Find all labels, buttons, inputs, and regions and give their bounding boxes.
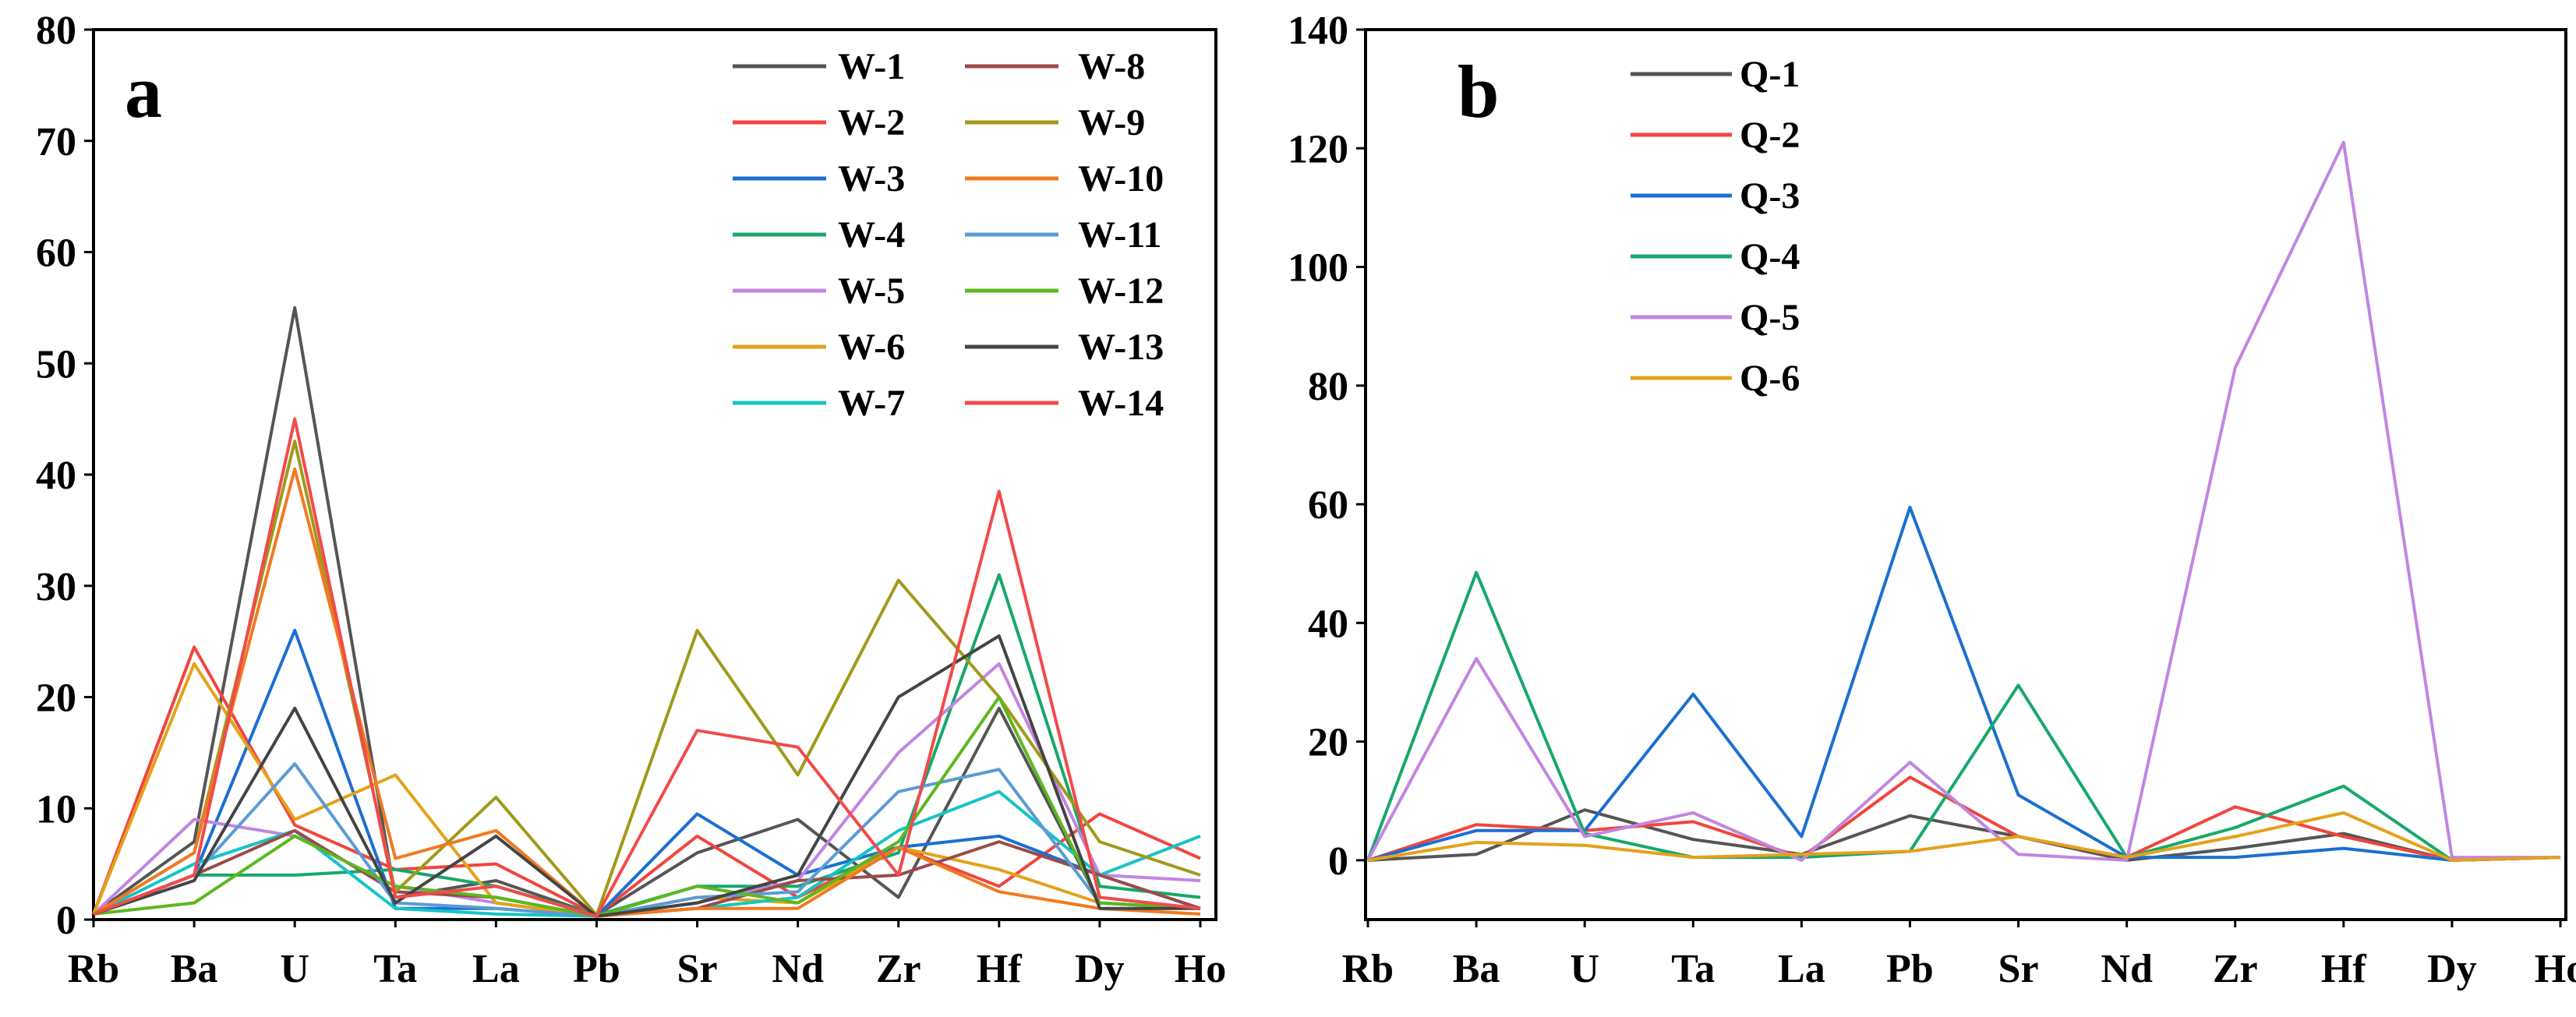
- y-tick-label-b-100: 100: [1288, 246, 1348, 291]
- x-tick-label-a-Hf: Hf: [977, 947, 1022, 991]
- y-tick-label-a-10: 10: [36, 787, 76, 832]
- series-line-Q-2: [1367, 775, 2561, 862]
- legend-label-W-14: W-14: [1078, 383, 1164, 424]
- x-tick-label-b-Zr: Zr: [2213, 947, 2258, 991]
- y-tick-label-a-80: 80: [36, 9, 76, 53]
- x-tick-label-b-Ta: Ta: [1671, 947, 1715, 991]
- plot-frame-b: [1364, 28, 2567, 921]
- x-tick-label-b-Rb: Rb: [1342, 947, 1394, 991]
- y-axis-a: 0 10 20 30 40 50 60 70 80: [36, 9, 94, 943]
- y-tick-label-b-120: 120: [1288, 127, 1348, 171]
- y-tick-label-b-40: 40: [1308, 602, 1348, 646]
- series-line-W-9: [92, 440, 1201, 917]
- series-line-Q-4: [1366, 570, 2561, 862]
- x-tick-label-a-Nd: Nd: [772, 947, 824, 991]
- series-layer-b: [1366, 140, 2561, 862]
- x-tick-label-b-La: La: [1778, 947, 1825, 991]
- series-line-Q-3: [1367, 505, 2561, 862]
- x-tick-label-a-Dy: Dy: [1075, 947, 1125, 991]
- legend-label-W-8: W-8: [1078, 46, 1145, 87]
- legend-label-Q-5: Q-5: [1740, 297, 1800, 338]
- x-tick-label-b-Ho: Ho: [2535, 947, 2576, 991]
- legend-label-W-2: W-2: [838, 102, 905, 143]
- series-layer-a: [92, 305, 1201, 918]
- x-tick-label-a-Zr: Zr: [876, 947, 921, 991]
- y-tick-label-a-40: 40: [36, 454, 76, 498]
- x-tick-label-b-Nd: Nd: [2101, 947, 2153, 991]
- y-tick-label-b-80: 80: [1308, 365, 1348, 409]
- x-tick-label-b-Sr: Sr: [1998, 947, 2039, 991]
- chart-panel-a: a 0 10 20 30 40 50 60 70 80 Rb Ba U Ta La Pb Sr Nd Zr Hf D…: [36, 9, 1226, 991]
- legend-label-Q-3: Q-3: [1740, 175, 1800, 217]
- legend-label-Q-6: Q-6: [1740, 358, 1800, 399]
- x-tick-label-a-Sr: Sr: [677, 947, 718, 991]
- series-line-W-10: [92, 467, 1201, 918]
- y-tick-label-b-0: 0: [1328, 839, 1348, 884]
- legend-label-W-9: W-9: [1078, 102, 1145, 143]
- x-tick-label-b-Hf: Hf: [2321, 947, 2366, 991]
- y-tick-label-b-140: 140: [1288, 9, 1348, 53]
- legend-label-Q-2: Q-2: [1740, 115, 1800, 156]
- series-line-W-12: [93, 695, 1201, 918]
- x-tick-label-a-U: U: [280, 947, 309, 991]
- y-tick-label-a-0: 0: [56, 899, 76, 943]
- legend-label-W-6: W-6: [838, 327, 905, 368]
- legend-label-W-3: W-3: [838, 158, 905, 200]
- legend-label-W-12: W-12: [1078, 270, 1164, 312]
- series-line-W-3: [93, 628, 1201, 918]
- series-line-W-1: [92, 305, 1201, 917]
- x-tick-label-b-Ba: Ba: [1453, 947, 1500, 991]
- legend-label-W-10: W-10: [1078, 158, 1164, 200]
- panel-label-b: b: [1458, 50, 1499, 133]
- series-line-W-11: [93, 762, 1201, 918]
- x-tick-label-a-Rb: Rb: [68, 947, 119, 991]
- legend-b: Q-1 Q-2 Q-3 Q-4 Q-5 Q-6: [1631, 54, 1800, 399]
- y-tick-label-b-60: 60: [1308, 483, 1348, 528]
- legend-label-W-11: W-11: [1078, 214, 1162, 256]
- x-tick-label-b-Pb: Pb: [1886, 947, 1934, 991]
- legend-a: W-1 W-2 W-3 W-4 W-5 W-6 W-7 W-8 W-9 W-10 W-11 W-12 W…: [733, 46, 1164, 424]
- y-tick-label-b-20: 20: [1308, 721, 1348, 765]
- legend-label-W-7: W-7: [838, 383, 905, 424]
- x-tick-label-b-U: U: [1570, 947, 1599, 991]
- legend-label-W-1: W-1: [838, 46, 905, 87]
- x-tick-label-a-Ta: Ta: [373, 947, 417, 991]
- legend-label-Q-1: Q-1: [1740, 54, 1800, 95]
- y-tick-label-a-20: 20: [36, 676, 76, 721]
- x-tick-label-a-Ho: Ho: [1175, 947, 1226, 991]
- y-tick-label-a-50: 50: [36, 342, 76, 387]
- panel-label-a: a: [125, 50, 162, 133]
- series-line-W-14: [93, 417, 1201, 918]
- legend-label-W-4: W-4: [838, 214, 905, 256]
- chart-panel-b: b 0 20 40 60 80 100 120 140 Rb Ba U Ta La Pb Sr Nd Zr Hf…: [1288, 9, 2576, 991]
- series-line-Q-6: [1367, 811, 2561, 862]
- x-tick-label-b-Dy: Dy: [2427, 947, 2477, 991]
- series-line-Q-1: [1367, 808, 2561, 862]
- series-line-W-13: [93, 634, 1200, 918]
- y-tick-label-a-60: 60: [36, 231, 76, 276]
- y-axis-b: 0 20 40 60 80 100 120 140: [1288, 9, 1366, 884]
- x-tick-label-a-Ba: Ba: [171, 947, 218, 991]
- series-line-W-5: [92, 662, 1201, 918]
- y-tick-label-a-70: 70: [36, 120, 76, 164]
- legend-label-W-13: W-13: [1078, 327, 1164, 368]
- legend-label-Q-4: Q-4: [1740, 236, 1800, 277]
- x-axis-a: Rb Ba U Ta La Pb Sr Nd Zr Hf Dy Ho: [68, 920, 1226, 991]
- series-line-Q-5: [1366, 140, 2560, 862]
- x-axis-b: Rb Ba U Ta La Pb Sr Nd Zr Hf Dy Ho: [1342, 920, 2576, 991]
- x-tick-label-a-Pb: Pb: [573, 947, 620, 991]
- series-line-W-6: [92, 662, 1201, 918]
- legend-label-W-5: W-5: [838, 270, 905, 312]
- x-tick-label-a-La: La: [472, 947, 520, 991]
- y-tick-label-a-30: 30: [36, 565, 76, 609]
